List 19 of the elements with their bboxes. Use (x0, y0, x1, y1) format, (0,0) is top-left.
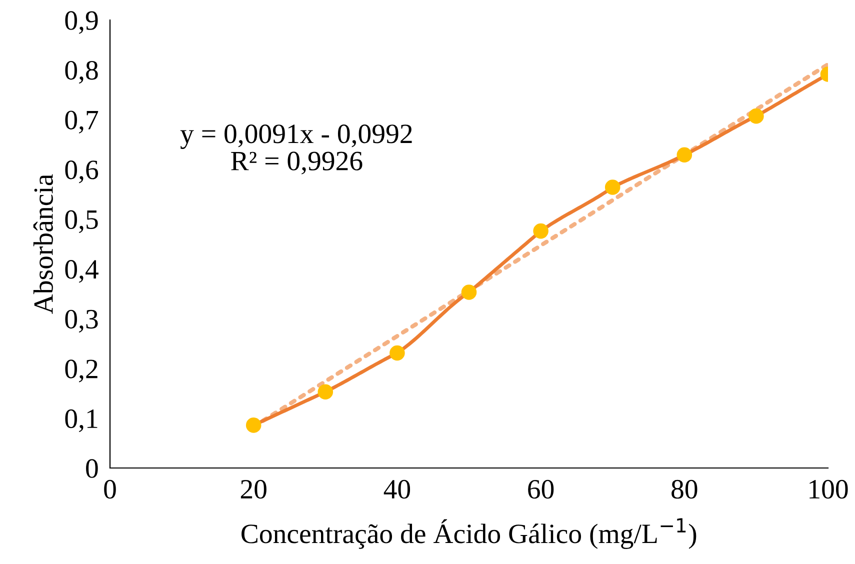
y-tick-label: 0,2 (65, 360, 98, 382)
y-tick-label: 0,9 (65, 11, 98, 34)
y-tick-label: 0,4 (65, 260, 98, 283)
x-tick-label: 80 (672, 480, 698, 499)
y-tick-label: 0,6 (65, 160, 98, 184)
y-tick-label: 0,8 (65, 60, 98, 84)
y-tick-label: 0 (86, 459, 98, 478)
x-tick-label: 0 (104, 480, 116, 499)
y-tick-label: 0,7 (65, 110, 98, 134)
x-tick-label: 40 (384, 480, 410, 499)
y-axis-title: Absorbância (33, 174, 53, 314)
annotation: y = 0,0091x - 0,0992 R² = 0,9926 (180, 124, 412, 174)
y-tick-label: 0,5 (65, 210, 98, 234)
x-tick-label: 60 (528, 480, 554, 499)
x-tick-label: 20 (240, 480, 266, 499)
y-tick-label: 0,3 (65, 310, 98, 333)
y-tick-label: 0,1 (65, 409, 98, 432)
x-axis-title: Concentração de Ácido Gálico (mg/L$^{−1}$) (242, 518, 696, 549)
x-tick-label: 100 (810, 480, 848, 499)
